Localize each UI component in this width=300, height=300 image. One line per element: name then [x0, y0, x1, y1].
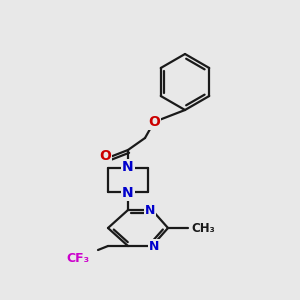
- Text: N: N: [122, 186, 134, 200]
- Text: CF₃: CF₃: [66, 251, 90, 265]
- Text: O: O: [99, 149, 111, 163]
- Text: O: O: [148, 115, 160, 129]
- Text: N: N: [145, 203, 155, 217]
- Text: N: N: [122, 160, 134, 174]
- Text: CH₃: CH₃: [191, 221, 215, 235]
- Text: N: N: [149, 239, 159, 253]
